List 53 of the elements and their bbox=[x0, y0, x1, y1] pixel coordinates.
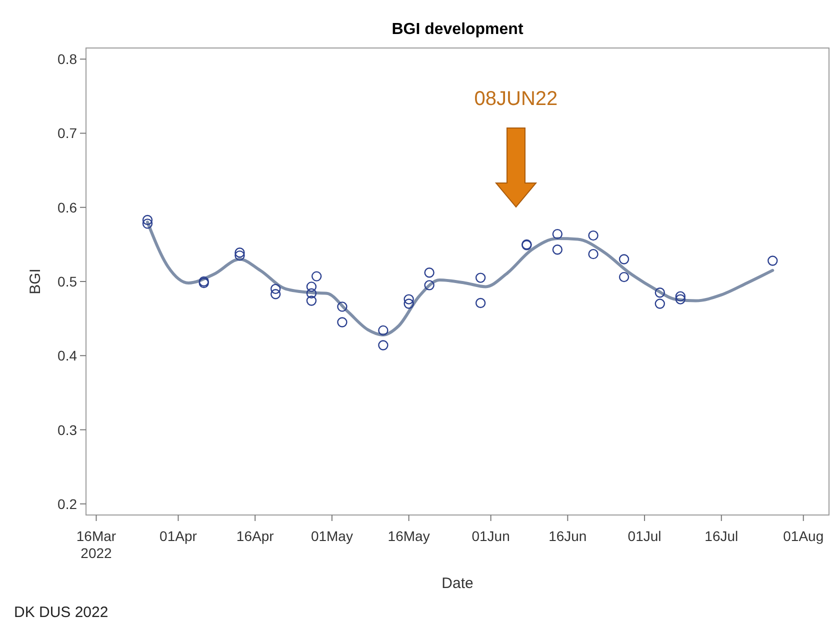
point bbox=[424, 280, 434, 290]
point bbox=[654, 288, 666, 298]
point bbox=[404, 294, 414, 304]
y-tick-label: 0.8 bbox=[58, 51, 78, 68]
y-tick-label: 0.5 bbox=[58, 274, 78, 290]
y-axis-title: BGI bbox=[27, 268, 44, 294]
x-tick-label: 16May bbox=[388, 528, 430, 544]
x-tick-label: 01Jul bbox=[628, 528, 662, 544]
text: DK DUS 2022 bbox=[14, 604, 108, 621]
x-tick-label: 16Jul bbox=[704, 528, 738, 544]
y-tick-label: 0.6 bbox=[58, 199, 78, 216]
point bbox=[618, 254, 630, 264]
x-tick-label: 01Jun bbox=[472, 528, 510, 544]
point bbox=[424, 268, 434, 278]
point bbox=[311, 271, 322, 282]
point bbox=[306, 288, 317, 298]
chart-title: BGI development bbox=[392, 21, 524, 38]
point bbox=[270, 289, 281, 300]
point bbox=[475, 272, 486, 283]
annotation: 08JUN22 bbox=[474, 88, 558, 110]
point bbox=[270, 284, 281, 294]
point bbox=[552, 244, 563, 255]
y-tick-label: 0.3 bbox=[58, 422, 78, 438]
point bbox=[234, 250, 245, 261]
x-axis-title: Date bbox=[442, 575, 474, 592]
point bbox=[588, 248, 598, 260]
y-tick-label: 0.4 bbox=[58, 348, 78, 364]
x-tick-label: 16Mar 2022 bbox=[76, 528, 116, 561]
point bbox=[675, 294, 686, 304]
point bbox=[404, 298, 414, 309]
point bbox=[378, 325, 388, 336]
y-tick-label: 0.2 bbox=[58, 496, 78, 512]
point bbox=[552, 228, 563, 240]
y-tick-label: 0.7 bbox=[58, 125, 78, 142]
point bbox=[588, 230, 598, 241]
point bbox=[475, 298, 486, 308]
point bbox=[306, 296, 317, 306]
point bbox=[142, 218, 153, 229]
point bbox=[337, 302, 348, 312]
x-tick-label: 01Apr bbox=[160, 528, 198, 544]
point bbox=[234, 247, 245, 258]
point bbox=[618, 272, 630, 282]
x-tick-label: 01May bbox=[310, 528, 353, 544]
x-tick-label: 16Jun bbox=[548, 528, 587, 544]
x-tick-label: 16Apr bbox=[236, 528, 274, 544]
point bbox=[142, 214, 153, 226]
point bbox=[654, 298, 666, 309]
point bbox=[675, 291, 686, 302]
point bbox=[306, 282, 317, 292]
point bbox=[378, 340, 388, 350]
x-tick-label: 01Aug bbox=[783, 528, 824, 544]
point bbox=[337, 317, 348, 328]
point bbox=[768, 256, 778, 266]
